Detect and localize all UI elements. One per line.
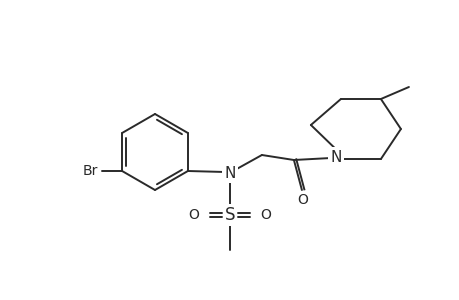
Text: O: O (188, 208, 199, 222)
Text: S: S (224, 206, 235, 224)
Text: O: O (297, 193, 308, 207)
Text: N: N (224, 166, 235, 181)
Text: Br: Br (83, 164, 98, 178)
Text: O: O (260, 208, 271, 222)
Text: N: N (330, 149, 341, 164)
